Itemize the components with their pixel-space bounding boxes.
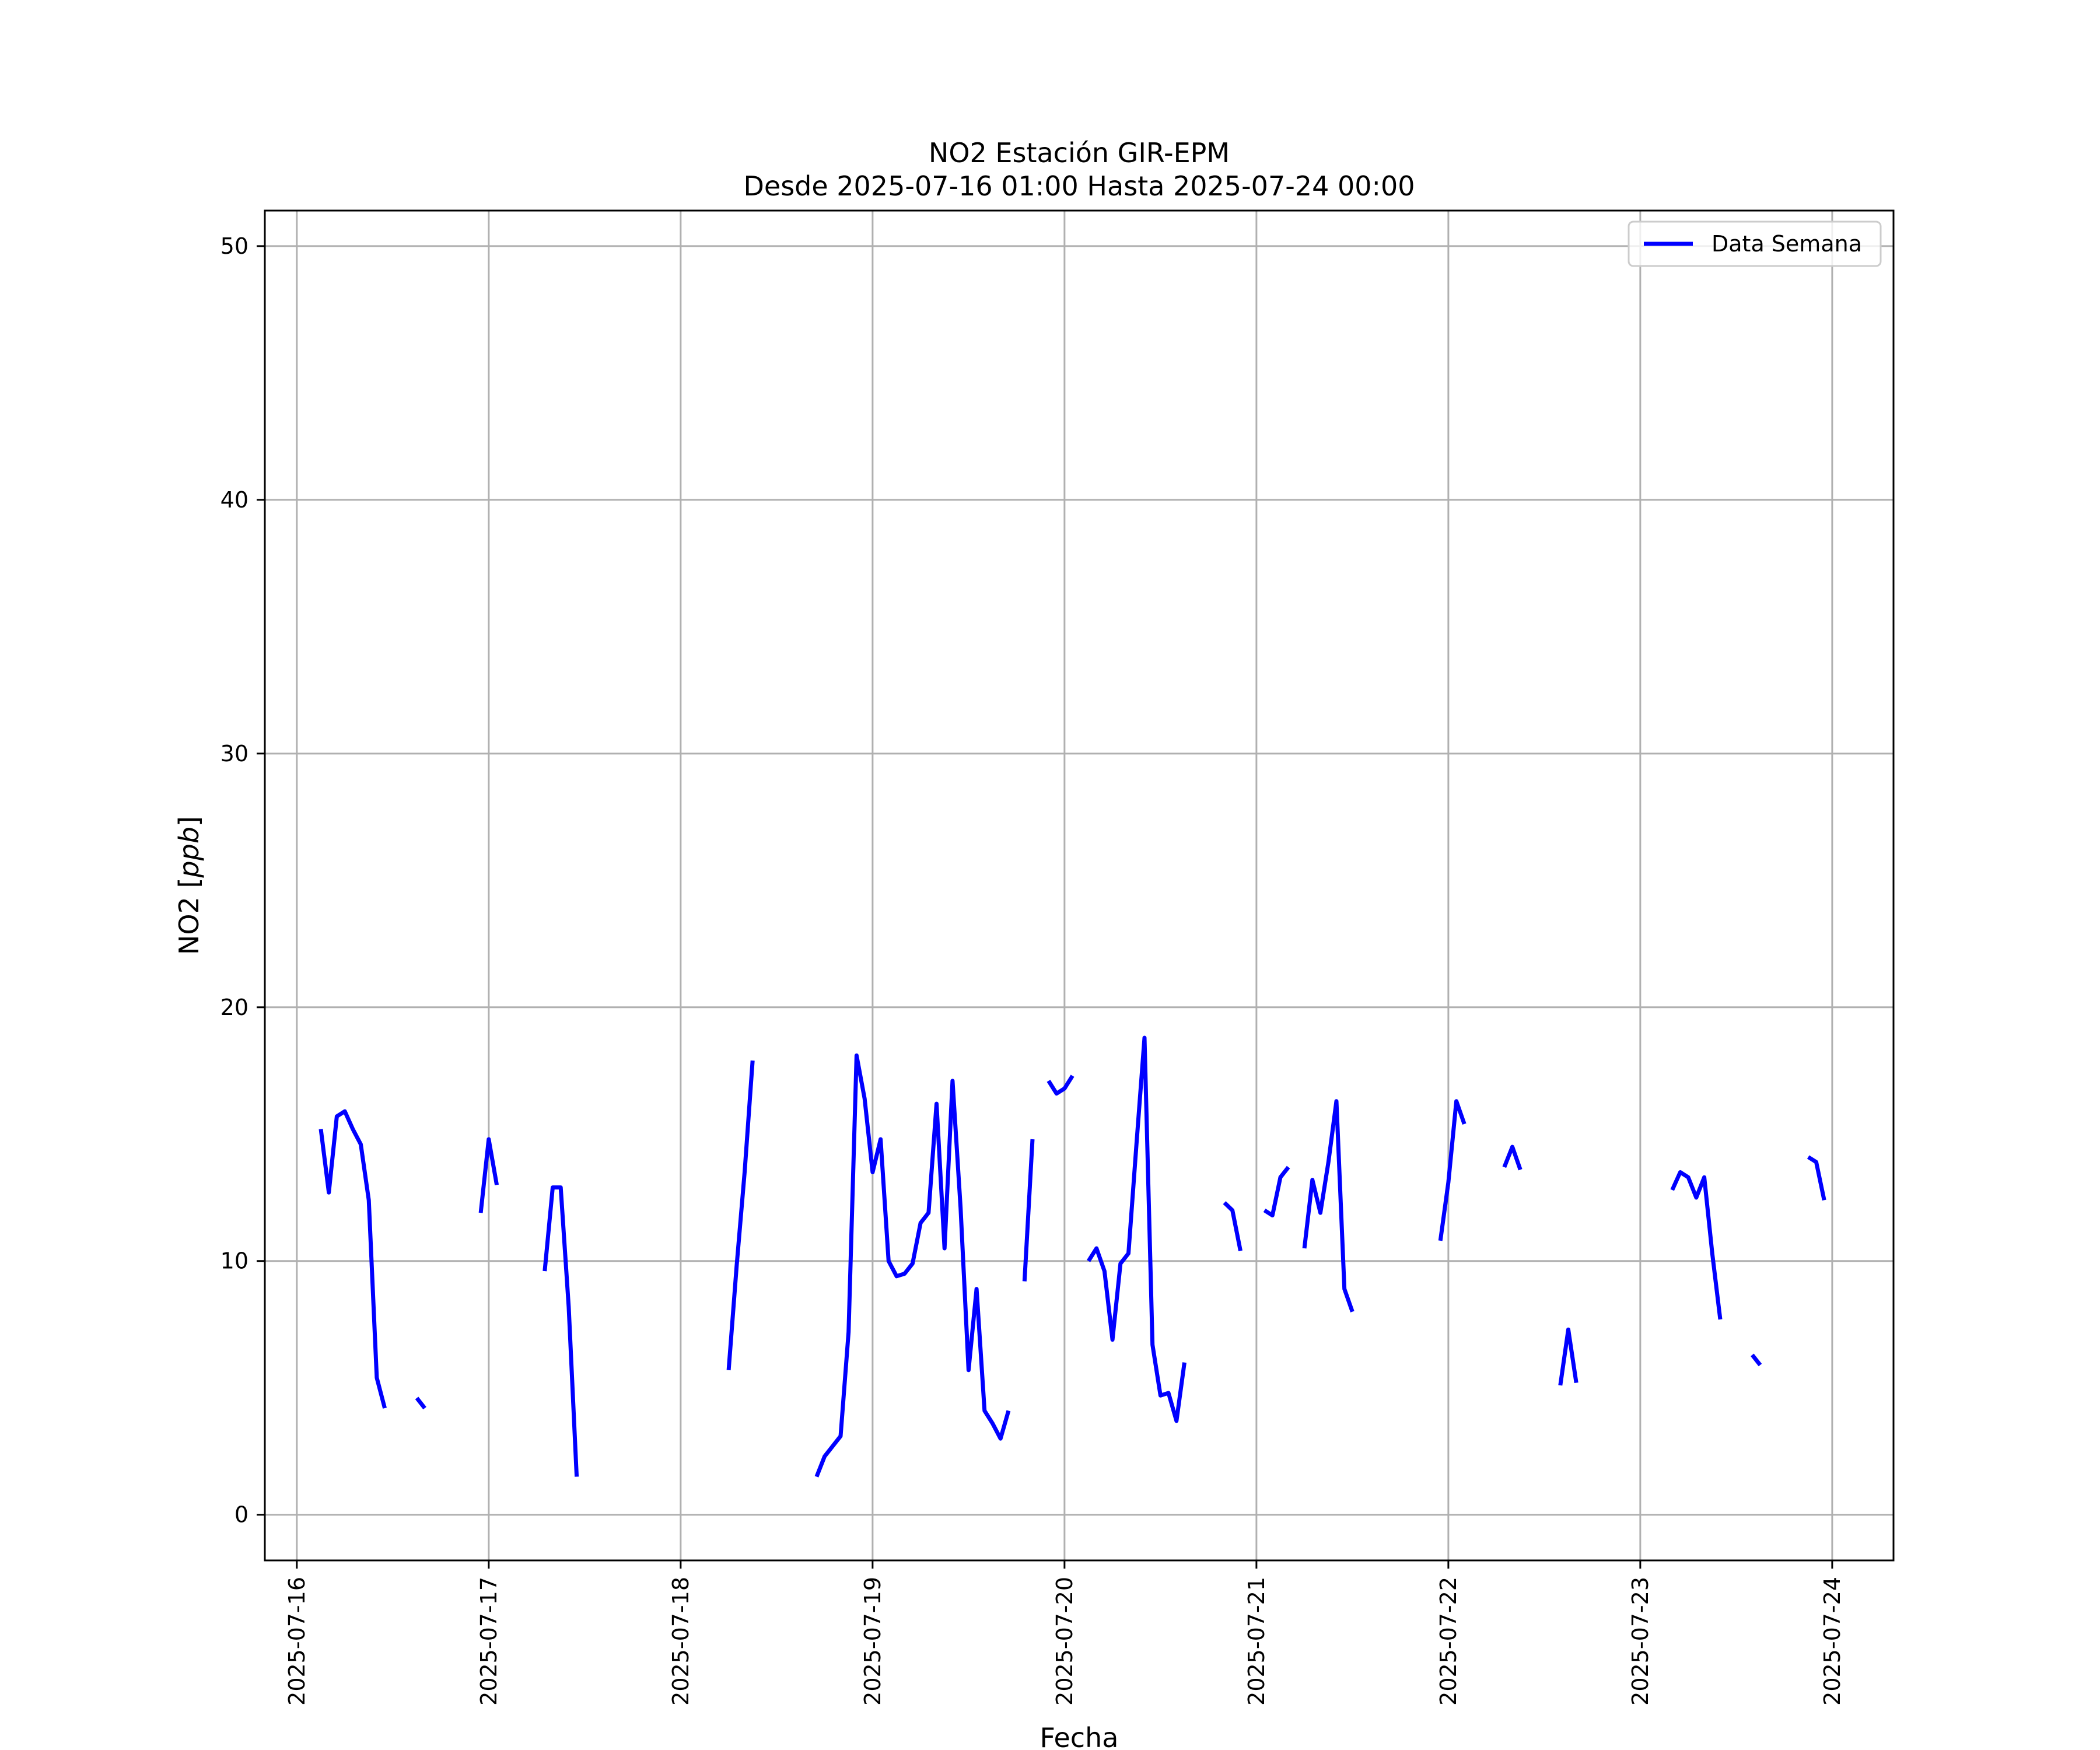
- x-tick-label: 2025-07-16: [284, 1577, 310, 1706]
- y-tick-label: 20: [220, 995, 249, 1020]
- legend: Data Semana: [1628, 220, 1882, 267]
- series-line-segment: [542, 1185, 579, 1477]
- series-line-segment: [1438, 1099, 1466, 1241]
- plot-frame: [264, 209, 1895, 1562]
- x-tick-label: 2025-07-23: [1628, 1577, 1653, 1706]
- series-line-segment: [478, 1137, 499, 1213]
- y-axis-label-main: NO2 [: [173, 878, 205, 955]
- series-line-segment: [1670, 1170, 1723, 1320]
- series-line-segment: [726, 1060, 755, 1371]
- y-axis-label-unit: ppb: [173, 827, 205, 878]
- x-tick-label: 2025-07-19: [860, 1577, 886, 1706]
- series-line-segment: [1807, 1155, 1826, 1201]
- axis-ticks: 2025-07-16 2025-07-17 2025-07-18 2025-07-19…: [220, 233, 1845, 1706]
- x-tick-label: 2025-07-24: [1819, 1577, 1845, 1706]
- x-tick-label: 2025-07-22: [1436, 1577, 1461, 1706]
- series-line-segment: [1502, 1144, 1522, 1171]
- x-tick-label: 2025-07-18: [668, 1577, 694, 1706]
- grid-lines: [265, 211, 1894, 1560]
- y-tick-label: 30: [220, 741, 249, 766]
- x-axis-label: Fecha: [1040, 1722, 1119, 1750]
- series-line-segment: [1558, 1327, 1578, 1386]
- series-line-segment: [1046, 1074, 1074, 1096]
- legend-box: [1628, 220, 1882, 267]
- series-line-segment: [814, 1053, 1011, 1478]
- y-axis-label: NO2 [ppb]: [173, 816, 205, 955]
- series-line-segment: [1751, 1353, 1762, 1367]
- x-tick-label: 2025-07-21: [1244, 1577, 1269, 1706]
- x-tick-label: 2025-07-17: [476, 1577, 502, 1706]
- chart-title: NO2 Estación GIR-EPM: [929, 137, 1230, 169]
- y-tick-label: 0: [235, 1502, 249, 1528]
- y-tick-label: 10: [220, 1248, 249, 1274]
- series-line-segment: [318, 1109, 387, 1409]
- data-lines: [318, 1035, 1826, 1478]
- legend-label: Data Semana: [1712, 231, 1862, 257]
- series-line-segment: [1263, 1166, 1290, 1217]
- x-tick-label: 2025-07-20: [1052, 1577, 1077, 1706]
- y-tick-label: 50: [220, 233, 249, 259]
- series-line-segment: [415, 1396, 426, 1410]
- y-tick-label: 40: [220, 487, 249, 513]
- series-line-segment: [1302, 1099, 1354, 1312]
- series-line-segment: [1087, 1035, 1186, 1423]
- series-line-segment: [1223, 1201, 1242, 1251]
- y-axis-label-end: ]: [173, 816, 205, 827]
- series-line-segment: [1022, 1139, 1035, 1282]
- chart-subtitle: Desde 2025-07-16 01:00 Hasta 2025-07-24 …: [743, 170, 1415, 202]
